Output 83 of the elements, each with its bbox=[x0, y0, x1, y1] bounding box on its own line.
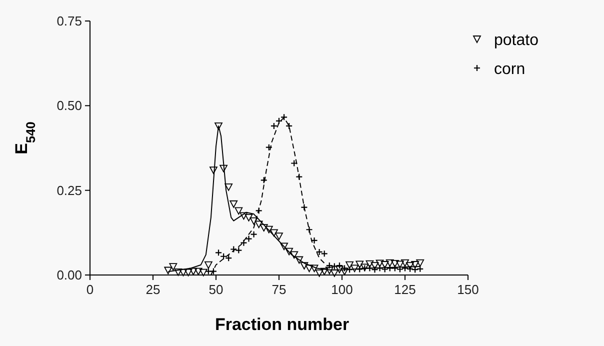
point bbox=[315, 270, 324, 277]
y-tick-label: 0.25 bbox=[56, 182, 82, 198]
point bbox=[320, 268, 328, 276]
point bbox=[230, 200, 238, 208]
point bbox=[380, 261, 389, 268]
point bbox=[270, 122, 278, 130]
point bbox=[356, 260, 364, 268]
point bbox=[376, 260, 384, 268]
point bbox=[300, 204, 308, 211]
point bbox=[310, 264, 318, 272]
point bbox=[260, 224, 268, 232]
point bbox=[214, 122, 222, 130]
point bbox=[264, 226, 273, 234]
point bbox=[290, 160, 298, 167]
legend-label: potato bbox=[494, 32, 539, 49]
point bbox=[370, 262, 379, 270]
point bbox=[220, 164, 228, 172]
point bbox=[350, 264, 359, 272]
point bbox=[189, 268, 198, 276]
point bbox=[164, 266, 172, 274]
x-tick-label: 25 bbox=[146, 282, 160, 297]
point bbox=[325, 266, 334, 274]
point bbox=[356, 266, 364, 273]
point bbox=[275, 232, 283, 240]
point bbox=[366, 260, 374, 268]
point bbox=[310, 236, 318, 244]
point bbox=[240, 239, 248, 246]
x-tick-label: 75 bbox=[272, 282, 286, 297]
y-tick-label: 0.75 bbox=[56, 14, 82, 28]
point bbox=[184, 268, 192, 276]
point bbox=[240, 212, 248, 220]
point bbox=[169, 263, 178, 270]
point bbox=[204, 268, 212, 275]
point bbox=[250, 217, 258, 225]
point bbox=[340, 268, 348, 276]
point bbox=[296, 173, 303, 180]
y-tick-label: 0.50 bbox=[56, 98, 82, 114]
point bbox=[416, 259, 424, 267]
point bbox=[390, 260, 399, 268]
point bbox=[250, 230, 258, 238]
point bbox=[305, 264, 314, 272]
x-tick-label: 0 bbox=[86, 282, 94, 297]
legend-label: corn bbox=[494, 61, 526, 78]
y-tick-label: 0.00 bbox=[56, 268, 82, 282]
point bbox=[300, 262, 308, 270]
point bbox=[210, 166, 218, 174]
point bbox=[346, 261, 354, 269]
point bbox=[280, 242, 288, 250]
point bbox=[336, 266, 344, 274]
x-tick-label: 125 bbox=[394, 282, 416, 297]
point bbox=[330, 270, 338, 277]
point bbox=[234, 207, 243, 215]
x-tick-label: 100 bbox=[331, 282, 353, 297]
point bbox=[244, 214, 253, 222]
point bbox=[396, 260, 404, 268]
point bbox=[204, 261, 212, 269]
point bbox=[285, 248, 294, 256]
point bbox=[245, 235, 252, 242]
point bbox=[270, 229, 278, 237]
point bbox=[199, 268, 208, 276]
point bbox=[386, 264, 394, 272]
point bbox=[286, 122, 293, 130]
point bbox=[416, 265, 424, 272]
point bbox=[275, 117, 283, 124]
point bbox=[265, 144, 272, 151]
point bbox=[406, 262, 414, 270]
point bbox=[290, 251, 298, 259]
point bbox=[194, 268, 202, 276]
point bbox=[254, 220, 263, 228]
point bbox=[411, 261, 420, 268]
point bbox=[401, 259, 409, 267]
x-tick-label: 50 bbox=[208, 282, 224, 297]
x-tick-label: 150 bbox=[457, 282, 479, 297]
point bbox=[260, 176, 268, 184]
point bbox=[224, 183, 233, 191]
x-axis-title: Fraction number bbox=[214, 315, 350, 334]
point bbox=[255, 207, 262, 214]
point bbox=[174, 268, 182, 276]
point bbox=[306, 226, 313, 234]
point bbox=[386, 259, 394, 267]
point bbox=[295, 256, 304, 264]
point bbox=[280, 114, 288, 121]
point bbox=[179, 268, 188, 276]
